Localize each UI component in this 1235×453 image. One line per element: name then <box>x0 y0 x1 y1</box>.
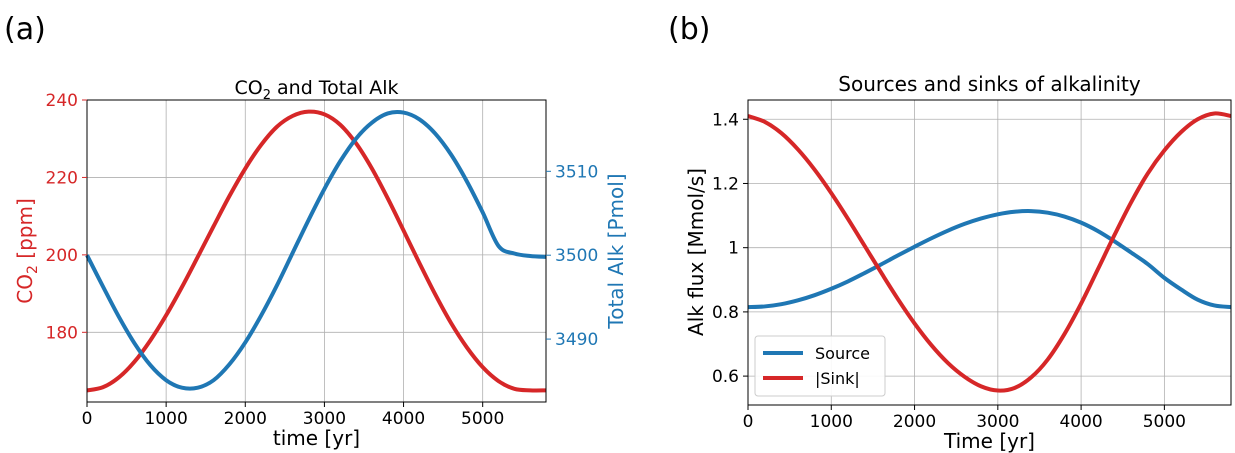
x-tick-label: 4000 <box>1059 412 1102 432</box>
panel-b-title: Sources and sinks of alkalinity <box>838 72 1141 96</box>
panel-a-ylabel-right: Total Alk [Pmol] <box>604 173 628 329</box>
panel-label-b: (b) <box>668 12 710 47</box>
legend-label: |Sink| <box>815 369 860 388</box>
x-tick-label: 3000 <box>303 409 346 429</box>
y-tick-label: 0.8 <box>712 303 739 323</box>
y-left-tick-label: 180 <box>46 323 78 343</box>
panel-b-frame <box>747 99 1232 406</box>
x-tick-label: 0 <box>82 409 93 429</box>
y-left-tick-label: 220 <box>46 168 78 188</box>
y-tick-label: 1.4 <box>712 110 739 130</box>
panel-a-frame <box>86 99 547 403</box>
y-left-tick-label: 240 <box>46 91 78 111</box>
x-tick-label: 1000 <box>810 412 853 432</box>
panel-a-xlabel: time [yr] <box>273 426 360 450</box>
x-tick-label: 3000 <box>976 412 1019 432</box>
x-tick-label: 2000 <box>893 412 936 432</box>
y-right-tick-label: 3500 <box>555 246 598 266</box>
legend-label: Source <box>815 344 870 363</box>
y-tick-label: 0.6 <box>712 367 739 387</box>
y-right-tick-label: 3510 <box>555 162 598 182</box>
panel-a-title: CO2 and Total Alk <box>234 77 398 103</box>
panel-b-xlabel: Time [yr] <box>943 429 1035 453</box>
y-left-tick-label: 200 <box>46 246 78 266</box>
panel-a-grid <box>86 99 546 402</box>
panel-a-ticks: 0 1000 2000 3000 4000 5000 180 200 220 240 3490 350… <box>46 91 599 429</box>
x-tick-label: 5000 <box>461 409 504 429</box>
panel-a-ylabel-left: CO2 [ppm] <box>13 198 41 303</box>
y-tick-label: 1 <box>728 239 739 259</box>
panel-b-ylabel: Alk flux [Mmol/s] <box>684 168 708 336</box>
panel-b-legend: Source |Sink| <box>754 335 886 397</box>
x-tick-label: 2000 <box>224 409 267 429</box>
x-tick-label: 5000 <box>1143 412 1186 432</box>
panel-a-lines <box>85 109 547 393</box>
panel-b-grid <box>747 100 1231 405</box>
series-line-total-alk <box>85 109 547 391</box>
x-tick-label: 4000 <box>382 409 425 429</box>
panel-label-a: (a) <box>4 12 46 47</box>
panel-b-ticks: 0 1000 2000 3000 4000 5000 0.6 0.8 1 1.2 1.4 <box>712 110 1186 432</box>
series-line-sink <box>747 111 1232 393</box>
panel-b-lines <box>747 111 1232 393</box>
x-tick-label: 1000 <box>145 409 188 429</box>
panel-a: 0 1000 2000 3000 4000 5000 180 200 220 240 3490 350… <box>13 77 628 450</box>
series-line-co2 <box>86 109 547 393</box>
y-tick-label: 1.2 <box>712 174 739 194</box>
y-right-tick-label: 3490 <box>555 330 598 350</box>
panel-b: 0 1000 2000 3000 4000 5000 0.6 0.8 1 1.2 1.4 Sourc… <box>684 72 1232 453</box>
x-tick-label: 0 <box>743 412 754 432</box>
series-line-source <box>747 209 1232 310</box>
